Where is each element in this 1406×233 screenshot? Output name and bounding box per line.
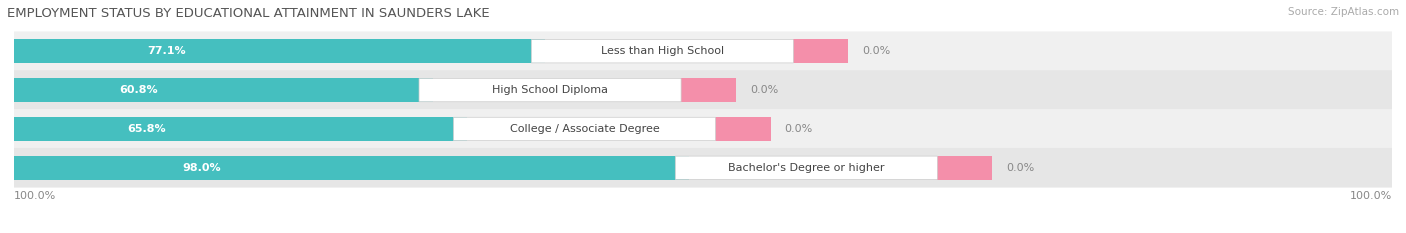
FancyBboxPatch shape [14,109,1392,149]
Text: Source: ZipAtlas.com: Source: ZipAtlas.com [1288,7,1399,17]
Text: 0.0%: 0.0% [862,46,890,56]
Bar [14,156,689,180]
Bar [716,117,770,141]
FancyBboxPatch shape [454,117,716,140]
Bar [793,39,848,63]
Text: EMPLOYMENT STATUS BY EDUCATIONAL ATTAINMENT IN SAUNDERS LAKE: EMPLOYMENT STATUS BY EDUCATIONAL ATTAINM… [7,7,489,20]
Text: 100.0%: 100.0% [1350,191,1392,201]
FancyBboxPatch shape [531,40,793,63]
Text: Bachelor's Degree or higher: Bachelor's Degree or higher [728,163,884,173]
Bar [938,156,993,180]
Bar [14,78,433,102]
Text: 98.0%: 98.0% [183,163,222,173]
FancyBboxPatch shape [675,156,938,179]
Text: 0.0%: 0.0% [785,124,813,134]
Text: College / Associate Degree: College / Associate Degree [509,124,659,134]
FancyBboxPatch shape [14,31,1392,71]
Text: High School Diploma: High School Diploma [492,85,607,95]
Text: Less than High School: Less than High School [600,46,724,56]
FancyBboxPatch shape [14,70,1392,110]
FancyBboxPatch shape [419,79,681,102]
Text: 100.0%: 100.0% [14,191,56,201]
Text: 60.8%: 60.8% [118,85,157,95]
Bar [681,78,737,102]
Text: 65.8%: 65.8% [128,124,166,134]
Text: 0.0%: 0.0% [1007,163,1035,173]
Bar [14,39,546,63]
Text: 0.0%: 0.0% [749,85,778,95]
Bar [14,117,467,141]
Text: 77.1%: 77.1% [146,46,186,56]
FancyBboxPatch shape [14,148,1392,188]
